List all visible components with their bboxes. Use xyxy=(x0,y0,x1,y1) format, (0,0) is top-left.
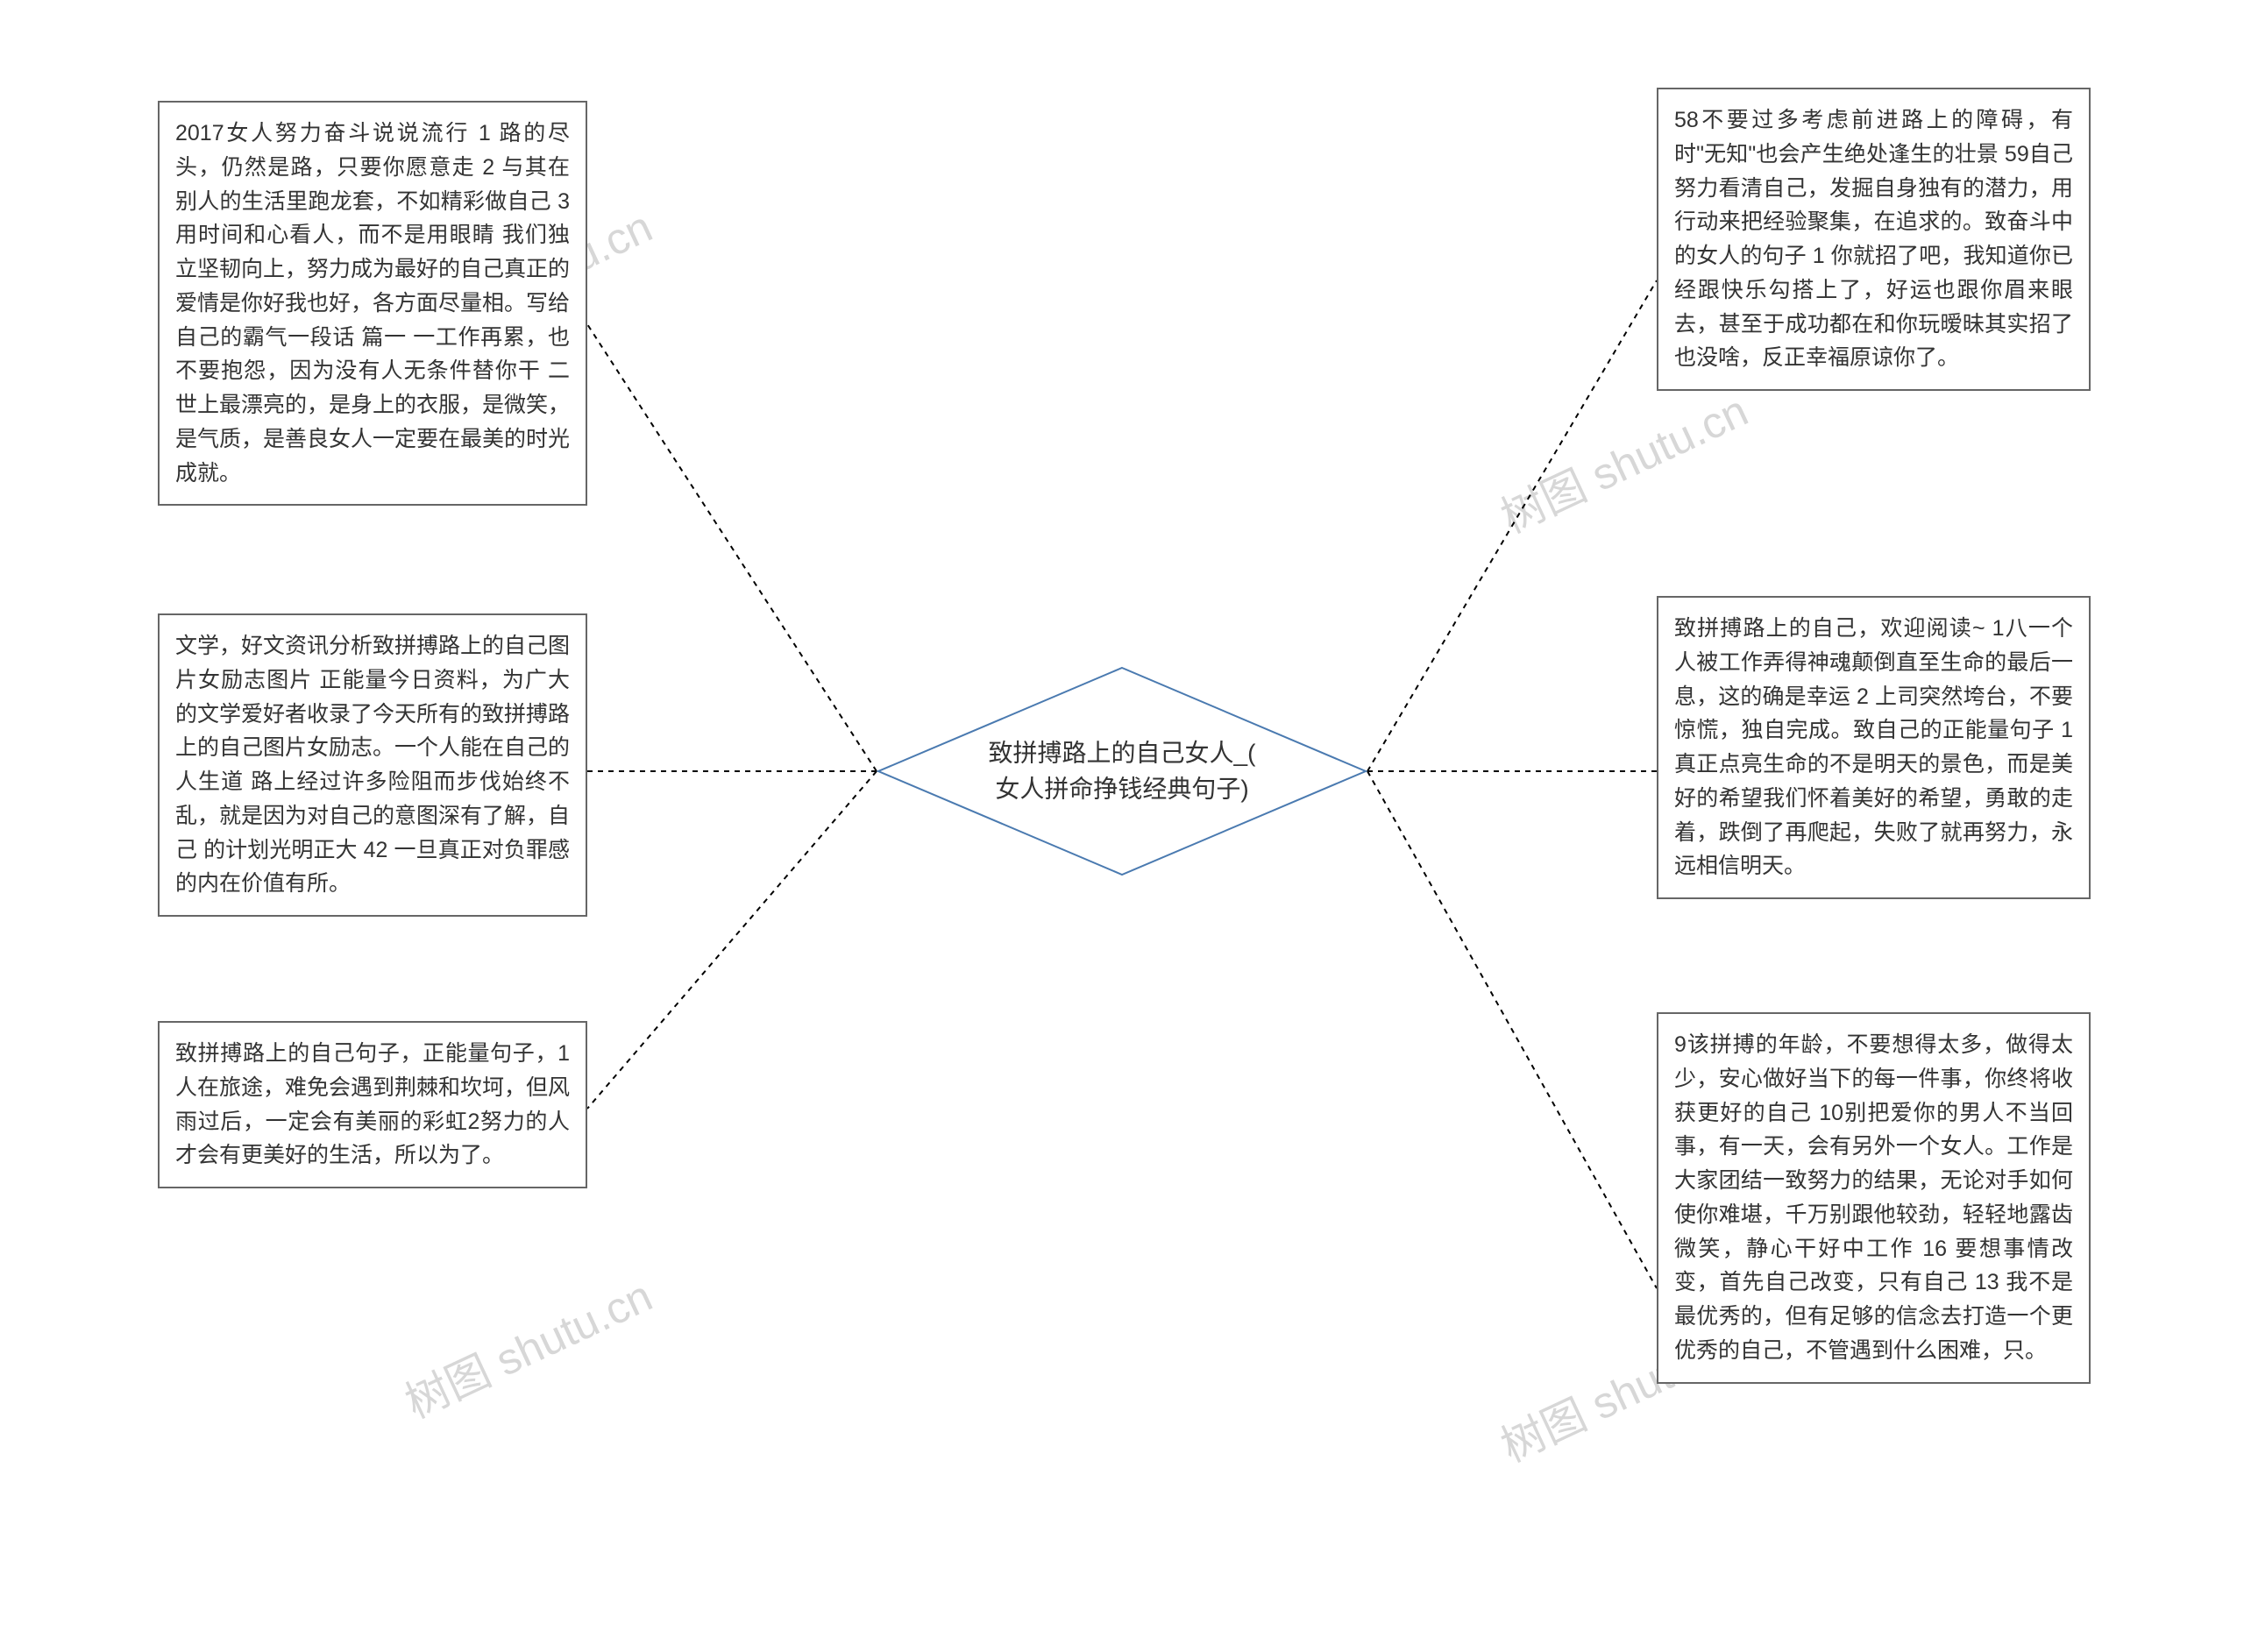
right-node-3: 9该拼搏的年龄，不要想得太多，做得太少，安心做好当下的每一件事，你终将收获更好的… xyxy=(1657,1012,2091,1384)
right-node-1: 58不要过多考虑前进路上的障碍，有时"无知"也会产生绝处逢生的壮景 59自己努力… xyxy=(1657,88,2091,391)
right-node-2: 致拼搏路上的自己，欢迎阅读~ 1八一个人被工作弄得神魂颠倒直至生命的最后一息，这… xyxy=(1657,596,2091,899)
center-title: 致拼搏路上的自己女人_( 女人拼命挣钱经典句子) xyxy=(964,735,1280,806)
center-node: 致拼搏路上的自己女人_( 女人拼命挣钱经典句子) xyxy=(877,666,1367,876)
left-node-3: 致拼搏路上的自己句子，正能量句子，1人在旅途，难免会遇到荆棘和坎坷，但风雨过后，… xyxy=(158,1021,587,1188)
left-node-1: 2017女人努力奋斗说说流行 1 路的尽头，仍然是路，只要你愿意走 2 与其在别… xyxy=(158,101,587,506)
left-node-2: 文学，好文资讯分析致拼搏路上的自己图片女励志图片 正能量今日资料，为广大的文学爱… xyxy=(158,613,587,917)
center-line-2: 女人拼命挣钱经典句子) xyxy=(995,775,1248,802)
center-line-1: 致拼搏路上的自己女人_( xyxy=(989,739,1256,766)
